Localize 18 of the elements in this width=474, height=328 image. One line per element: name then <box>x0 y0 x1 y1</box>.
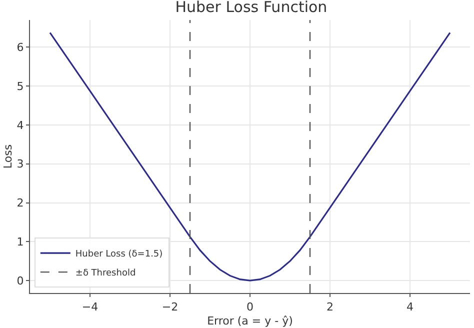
x-tick-label: 2 <box>326 300 334 314</box>
x-tick-label: 4 <box>406 300 414 314</box>
y-axis-title: Loss <box>1 144 14 169</box>
x-tick-label: −4 <box>82 300 98 314</box>
chart-title: Huber Loss Function <box>175 0 328 16</box>
legend-label: Huber Loss (δ=1.5) <box>75 250 163 260</box>
y-tick-label: 1 <box>16 236 24 249</box>
x-tick-label: −2 <box>162 300 178 314</box>
y-tick-label: 4 <box>16 118 24 132</box>
y-tick-label: 5 <box>16 80 24 93</box>
y-tick-label: 2 <box>16 196 24 210</box>
y-tick-label: 3 <box>16 158 24 171</box>
x-tick-label: 0 <box>246 300 254 314</box>
line-series <box>49 32 451 282</box>
y-tick-label: 0 <box>16 274 24 288</box>
ref-line-label: ±δ Threshold <box>75 268 136 279</box>
x-axis-title: Error (a = y - ŷ) <box>207 314 293 328</box>
y-tick-label: 6 <box>16 41 24 54</box>
